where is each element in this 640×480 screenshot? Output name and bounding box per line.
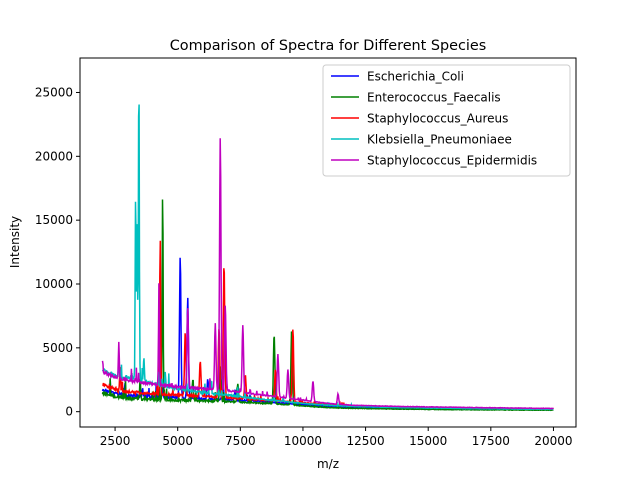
y-tick-label: 10000: [35, 277, 73, 291]
x-tick-label: 15000: [409, 434, 447, 448]
y-axis: 0 5000 10000 15000 20000 25000: [35, 85, 80, 419]
y-tick-label: 15000: [35, 213, 73, 227]
legend-box: [322, 64, 571, 177]
legend-label: Klebsiella_Pneumoniaee: [367, 133, 512, 147]
x-tick-label: 10000: [284, 434, 322, 448]
legend-label: Enterococcus_Faecalis: [367, 91, 501, 105]
x-tick-label: 20000: [534, 434, 572, 448]
chart-title: Comparison of Spectra for Different Spec…: [170, 38, 487, 54]
y-axis-label: Intensity: [8, 216, 22, 268]
y-tick-label: 25000: [35, 85, 73, 99]
series-line-4: [101, 138, 554, 410]
axes-frame: [79, 57, 577, 428]
legend-label: Staphylococcus_Epidermidis: [367, 154, 537, 168]
y-tick-label: 0: [65, 405, 73, 419]
series-line-1: [101, 199, 554, 412]
x-axis-label: m/z: [317, 457, 339, 471]
plot-area: [101, 104, 554, 412]
x-tick-label: 5000: [162, 434, 193, 448]
y-tick-label: 5000: [42, 341, 73, 355]
x-axis: 2500 5000 7500 10000 12500 15000 17500 20000: [100, 427, 573, 448]
x-tick-label: 2500: [100, 434, 131, 448]
y-tick-label: 20000: [35, 149, 73, 163]
x-tick-label: 7500: [225, 434, 256, 448]
legend-label: Staphylococcus_Aureus: [367, 112, 508, 126]
legend-label: Escherichia_Coli: [367, 70, 464, 84]
x-tick-label: 17500: [472, 434, 510, 448]
legend: Escherichia_Coli Enterococcus_Faecalis Sta…: [322, 64, 571, 177]
x-tick-label: 12500: [346, 434, 384, 448]
